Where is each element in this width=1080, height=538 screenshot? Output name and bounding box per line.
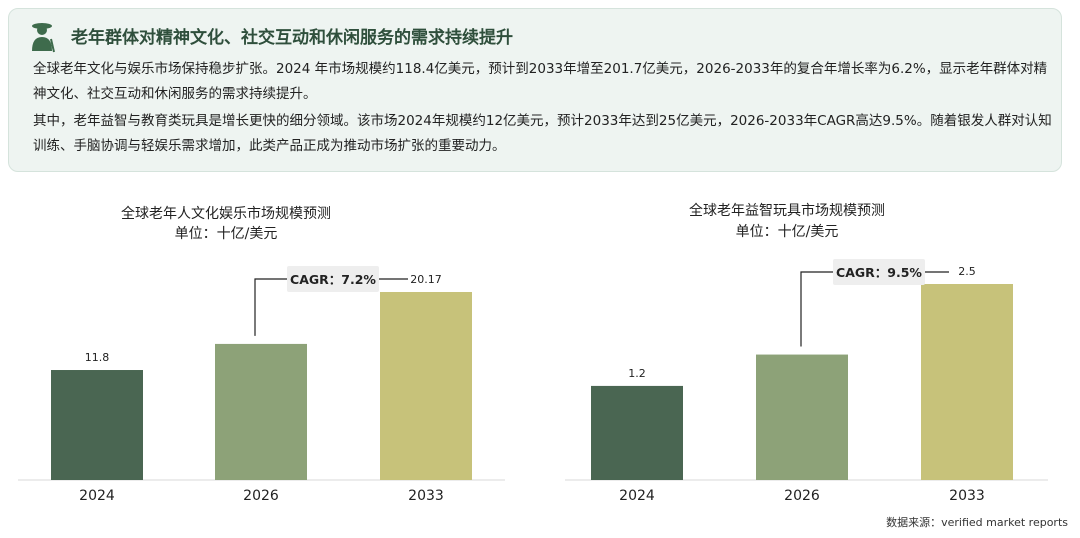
chart1-tick-2024: 2024 (79, 488, 115, 504)
elderly-person-icon (32, 23, 55, 53)
chart1-cagr-connector (254, 278, 293, 336)
summary-paragraph-2: 其中，老年益智与教育类玩具是增长更快的细分领域。该市场2024年规模约12亿美元… (33, 113, 1052, 154)
chart2-cagr-connector (800, 271, 839, 347)
chart1-subtitle: 单位：十亿/美元 (175, 226, 278, 242)
chart2-tick-2024: 2024 (619, 488, 655, 504)
chart2-cagr-label: CAGR：9.5% (836, 265, 922, 280)
chart2-title: 全球老年益智玩具市场规模预测 (689, 202, 885, 219)
chart2-tick-2026: 2026 (784, 488, 820, 504)
chart1-bar-2026 (215, 343, 307, 480)
chart2-bar-2024 (591, 385, 683, 480)
data-source: 数据来源：verified market reports (886, 516, 1068, 529)
summary-paragraph-1: 全球老年文化与娱乐市场保持稳步扩张。2024 年市场规模约118.4亿美元，预计… (33, 61, 1048, 102)
chart1-tick-2033: 2033 (408, 488, 444, 504)
chart1-cagr-badge (287, 266, 379, 292)
chart2-cagr-badge (833, 259, 925, 285)
chart2-bar-2033 (921, 284, 1013, 480)
chart1-value-label-2024: 11.8 (85, 351, 110, 364)
chart2-bar-2026 (756, 354, 848, 480)
chart2-value-label-2033: 2.5 (958, 265, 976, 278)
chart1-value-label-2033: 20.17 (410, 273, 442, 286)
chart1-cagr-label: CAGR：7.2% (290, 272, 376, 287)
chart1-tick-2026: 2026 (243, 488, 279, 504)
chart2-subtitle: 单位：十亿/美元 (736, 224, 839, 240)
chart2-tick-2033: 2033 (949, 488, 985, 504)
summary-panel: 老年群体对精神文化、社交互动和休闲服务的需求持续提升 全球老年文化与娱乐市场保持… (8, 8, 1062, 172)
page-title: 老年群体对精神文化、社交互动和休闲服务的需求持续提升 (71, 28, 513, 48)
chart1-bar-2024 (51, 370, 143, 480)
chart2-value-label-2024: 1.2 (628, 367, 646, 380)
chart1-bar-2033 (380, 292, 472, 480)
chart1-title: 全球老年人文化娱乐市场规模预测 (121, 205, 331, 222)
